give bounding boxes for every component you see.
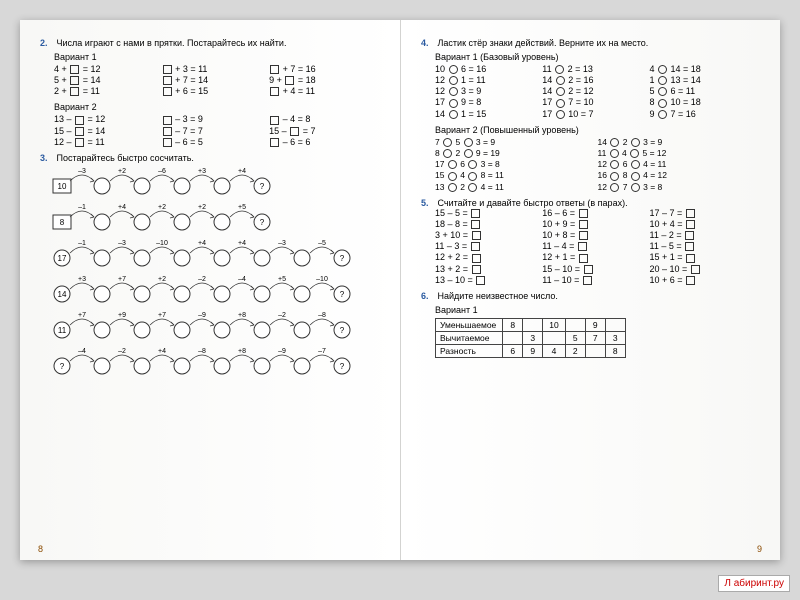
svg-text:–4: –4 [78,348,86,355]
svg-text:–3: –3 [78,168,86,175]
task-3: 3. Постарайтесь быстро сосчитать. 10 –3 +2… [40,153,380,379]
task-4: 4. Ластик стёр знаки действий. Верните и… [421,38,760,192]
svg-text:+2: +2 [118,168,126,175]
equation-grid: 13 – = 12 – 3 = 9 – 4 = 815 – = 14 – 7 =… [40,114,380,146]
svg-text:–5: –5 [318,240,326,247]
svg-text:+5: +5 [278,276,286,283]
svg-text:?: ? [340,326,345,335]
task-title: Числа играют с нами в прятки. Постарайте… [57,38,287,48]
svg-text:–3: –3 [278,240,286,247]
svg-text:+2: +2 [198,204,206,211]
svg-text:–3: –3 [118,240,126,247]
svg-text:–10: –10 [156,240,168,247]
task-number: 3. [40,153,54,163]
task-5: 5. Считайте и давайте быстро ответы (в п… [421,198,760,285]
variant-label: Вариант 1 [54,52,380,62]
variant-label: Вариант 1 [435,305,760,315]
svg-text:14: 14 [58,290,67,299]
task-number: 2. [40,38,54,48]
svg-text:–2: –2 [118,348,126,355]
svg-text:+3: +3 [198,168,206,175]
svg-text:+8: +8 [238,348,246,355]
svg-text:–1: –1 [78,240,86,247]
svg-text:8: 8 [60,218,65,227]
task-number: 4. [421,38,435,48]
svg-text:+4: +4 [118,204,126,211]
svg-text:10: 10 [58,182,67,191]
svg-text:–2: –2 [278,312,286,319]
svg-text:+2: +2 [158,204,166,211]
variant-label: Вариант 1 (Базовый уровень) [435,52,760,62]
watermark: Л абиринт.ру [718,575,790,592]
equation-grid: 10 6 = 1611 2 = 134 14 = 1812 1 = 1114 2… [421,64,760,119]
svg-text:+3: +3 [78,276,86,283]
task-title: Считайте и давайте быстро ответы (в пара… [438,198,628,208]
page-right: 4. Ластик стёр знаки действий. Верните и… [400,20,780,560]
svg-text:–8: –8 [318,312,326,319]
equation-grid: 15 – 5 = 16 – 6 = 17 – 7 = 18 – 8 = 10 +… [421,208,760,285]
svg-text:?: ? [340,362,345,371]
chain-diagrams: 10 –3 +2 –6 +3 +4? 8 –1 +4 +2 +2 +5? 17 –1 –3 –10 +4 +4 –3… [40,167,380,379]
svg-text:–7: –7 [318,348,326,355]
variant-label: Вариант 2 [54,102,380,112]
svg-text:+7: +7 [118,276,126,283]
svg-text:–4: –4 [238,276,246,283]
task-number: 5. [421,198,435,208]
svg-text:–9: –9 [278,348,286,355]
task-6: 6. Найдите неизвестное число. Вариант 1 … [421,291,760,358]
svg-text:17: 17 [58,254,67,263]
svg-text:–10: –10 [316,276,328,283]
svg-text:?: ? [260,218,265,227]
variant-label: Вариант 2 (Повышенный уровень) [435,125,760,135]
svg-text:?: ? [340,254,345,263]
task-title: Постарайтесь быстро сосчитать. [57,153,194,163]
svg-text:?: ? [340,290,345,299]
workbook-spread: 2. Числа играют с нами в прятки. Постара… [20,20,780,560]
svg-text:+4: +4 [238,240,246,247]
equation-grid: 7 5 3 = 914 2 3 = 98 2 9 = 1911 4 5 = 12… [421,137,760,192]
svg-text:+9: +9 [118,312,126,319]
page-number: 8 [38,544,43,554]
svg-text:–6: –6 [158,168,166,175]
svg-text:–9: –9 [198,312,206,319]
svg-text:+4: +4 [198,240,206,247]
svg-text:?: ? [60,362,65,371]
svg-text:+8: +8 [238,312,246,319]
svg-text:+4: +4 [238,168,246,175]
equation-grid: 4 + = 12 + 3 = 11 + 7 = 165 + = 14 + 7 =… [40,64,380,96]
svg-text:+7: +7 [158,312,166,319]
svg-text:11: 11 [58,326,67,335]
task-title: Ластик стёр знаки действий. Верните их н… [438,38,649,48]
page-number: 9 [757,544,762,554]
task-number: 6. [421,291,435,301]
task-2: 2. Числа играют с нами в прятки. Постара… [40,38,380,147]
svg-text:+7: +7 [78,312,86,319]
svg-text:+4: +4 [158,348,166,355]
page-left: 2. Числа играют с нами в прятки. Постара… [20,20,400,560]
svg-text:–2: –2 [198,276,206,283]
svg-text:–8: –8 [198,348,206,355]
unknown-number-table: Уменьшаемое8109Вычитаемое3573Разность694… [435,318,626,358]
svg-text:–1: –1 [78,204,86,211]
svg-text:?: ? [260,182,265,191]
task-title: Найдите неизвестное число. [438,291,558,301]
svg-text:+5: +5 [238,204,246,211]
svg-text:+2: +2 [158,276,166,283]
